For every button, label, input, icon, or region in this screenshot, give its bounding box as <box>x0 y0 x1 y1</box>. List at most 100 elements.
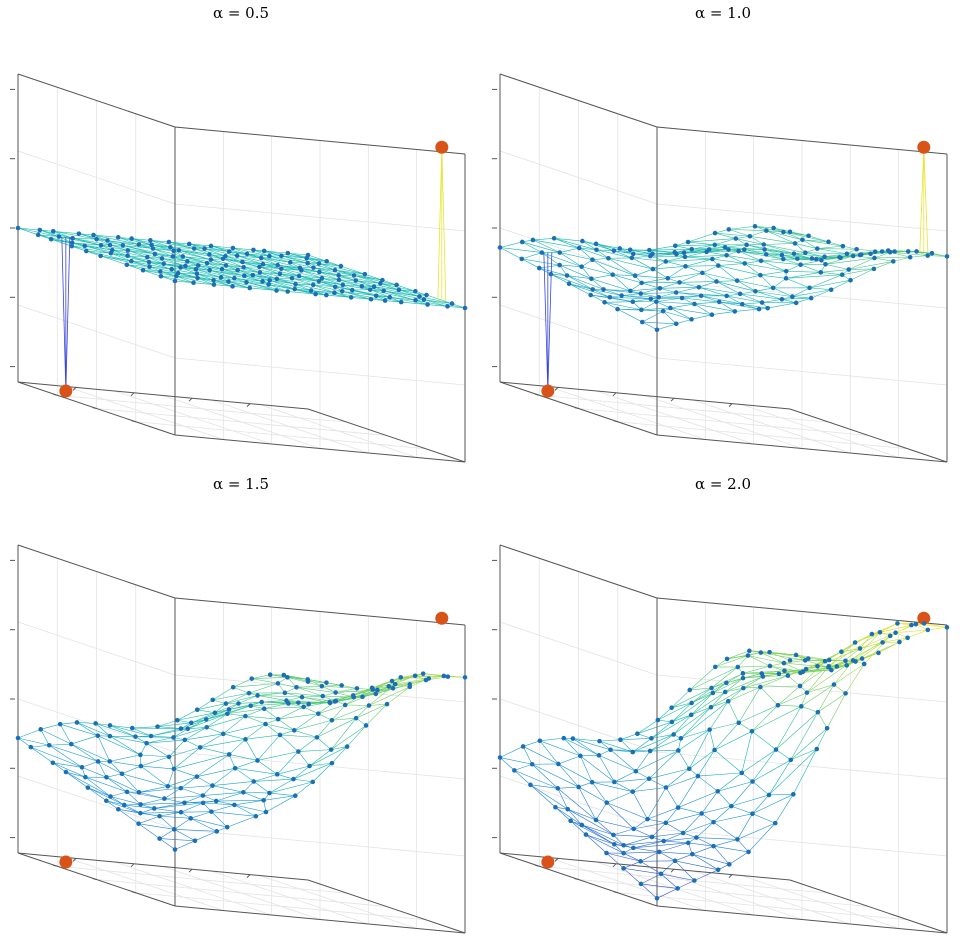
node-point <box>80 765 85 770</box>
node-point <box>292 728 297 733</box>
node-point <box>682 250 687 255</box>
node-point <box>360 284 365 289</box>
node-point <box>815 246 820 251</box>
axis-edge <box>308 409 465 462</box>
node-point <box>369 297 374 302</box>
mesh-edge <box>71 744 98 761</box>
mesh-edge <box>641 292 676 293</box>
node-point <box>658 286 663 291</box>
mesh-edge <box>540 738 564 741</box>
mesh-edge <box>607 803 648 819</box>
node-point <box>231 246 236 251</box>
mesh-edge <box>670 304 694 308</box>
node-point <box>125 262 130 267</box>
node-point <box>183 264 188 269</box>
node-point <box>715 789 720 794</box>
node-point <box>235 253 240 258</box>
node-point <box>275 772 280 777</box>
node-point <box>332 290 337 295</box>
node-point <box>679 736 684 741</box>
node-point <box>657 850 662 855</box>
mesh-edge <box>191 818 217 831</box>
node-point <box>166 784 171 789</box>
node-point <box>95 733 100 738</box>
mesh-edge <box>680 281 717 282</box>
mesh-edge <box>245 716 278 719</box>
node-point <box>835 664 840 669</box>
node-point <box>375 688 380 693</box>
node-point <box>807 286 812 291</box>
node-point <box>862 662 867 667</box>
node-point <box>320 684 325 689</box>
mesh-edge <box>753 750 776 782</box>
mesh-edge <box>791 712 818 760</box>
node-point <box>621 843 626 848</box>
mesh-edge <box>500 248 522 259</box>
node-point <box>604 800 609 805</box>
node-point <box>837 255 842 260</box>
node-point <box>656 718 661 723</box>
node-point <box>692 878 697 883</box>
node-point <box>288 260 293 265</box>
mesh-edge <box>675 245 715 246</box>
node-point <box>278 272 283 277</box>
node-point <box>149 734 154 739</box>
node-point <box>316 711 321 716</box>
mesh-edge <box>592 258 608 259</box>
mesh-edge <box>678 880 695 888</box>
mesh-edge <box>692 693 713 703</box>
mesh-edge <box>618 309 643 322</box>
mesh-edge <box>500 758 532 765</box>
node-point <box>145 255 150 260</box>
mesh-edge <box>696 822 713 837</box>
mesh-edge <box>269 793 295 796</box>
node-point <box>711 691 716 696</box>
node-point <box>309 288 314 293</box>
node-point <box>602 300 607 305</box>
mesh-edge <box>762 299 782 302</box>
node-point <box>116 807 121 812</box>
mesh-edge <box>270 280 295 289</box>
mesh-edge <box>910 256 928 258</box>
x-tick <box>671 398 674 401</box>
node-point <box>945 254 950 259</box>
node-point <box>233 766 238 771</box>
mesh-edge <box>53 763 86 777</box>
node-point <box>528 783 533 788</box>
node-point <box>339 264 344 269</box>
mesh-edge <box>235 768 277 774</box>
node-point <box>251 779 256 784</box>
spike-edge <box>544 252 548 391</box>
node-point <box>296 700 301 705</box>
mesh-edge <box>893 257 910 261</box>
chart-title: α = 1.0 <box>695 4 751 22</box>
node-point <box>260 279 265 284</box>
node-point <box>204 717 209 722</box>
node-point <box>823 659 828 664</box>
mesh-edge <box>642 322 676 324</box>
mesh-edge <box>580 756 592 782</box>
mesh-edge <box>245 739 257 760</box>
node-point <box>608 295 613 300</box>
node-point <box>638 859 643 864</box>
node-point <box>204 725 209 730</box>
node-point <box>296 749 301 754</box>
node-point <box>725 657 730 662</box>
node-point <box>594 818 599 823</box>
node-point <box>257 265 262 270</box>
chart-title: α = 1.5 <box>213 475 269 493</box>
y-tick <box>614 421 618 422</box>
node-point <box>930 251 935 256</box>
node-point <box>677 280 682 285</box>
node-point <box>310 780 315 785</box>
mesh-edge <box>427 295 452 304</box>
node-point <box>374 294 379 299</box>
node-point <box>36 233 41 238</box>
mesh-edge <box>354 275 397 284</box>
node-point <box>798 262 803 267</box>
node-point <box>853 640 858 645</box>
node-point <box>697 285 702 290</box>
node-point <box>823 262 828 267</box>
node-point <box>568 819 573 824</box>
node-point <box>647 248 652 253</box>
